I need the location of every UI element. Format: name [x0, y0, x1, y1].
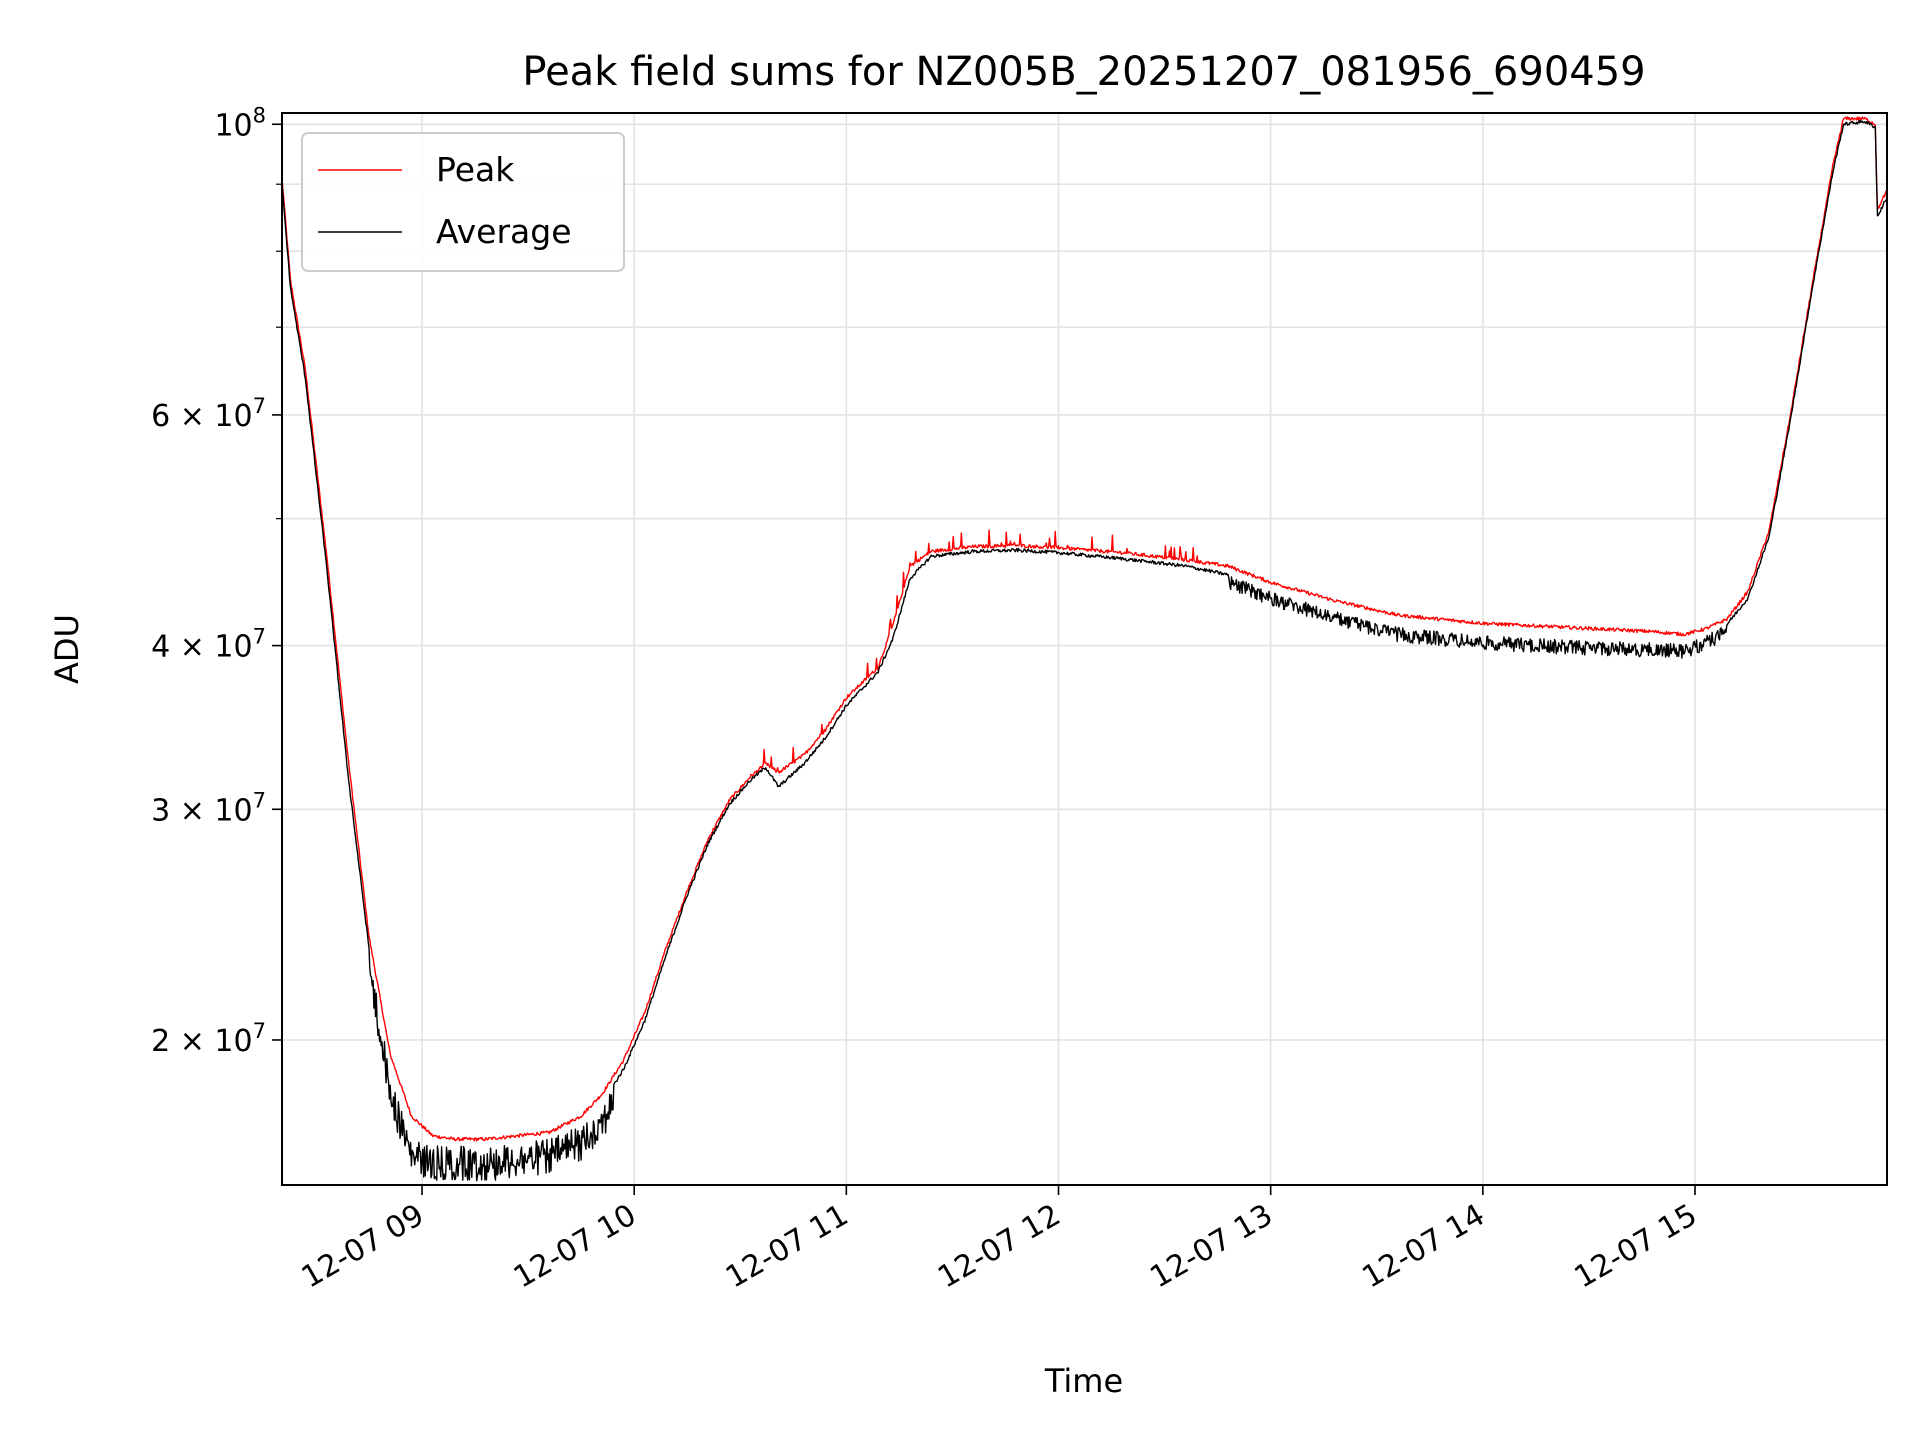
y-axis-title: ADU [48, 614, 86, 684]
y-tick-label: 3 × 107 [151, 788, 266, 828]
y-tick-label: 2 × 107 [151, 1019, 266, 1059]
y-axis: 2 × 107 3 × 107 4 × 107 6 × 107 108 [151, 103, 282, 1059]
y-tick-label: 6 × 107 [151, 394, 266, 434]
y-tick-label: 4 × 107 [151, 625, 266, 665]
chart-title: Peak field sums for NZ005B_20251207_0819… [522, 49, 1645, 95]
series-line-average [281, 119, 1888, 1182]
series-layer [281, 116, 1888, 1182]
x-tick-label: 12-07 13 [1144, 1198, 1278, 1296]
x-tick-label: 12-07 15 [1569, 1198, 1703, 1296]
series-line-peak [281, 116, 1888, 1142]
plot-frame [281, 112, 1888, 1186]
x-axis-title: Time [1044, 1362, 1123, 1400]
y-tick-label: 108 [214, 103, 266, 143]
legend-label-peak: Peak [436, 150, 515, 189]
x-tick-label: 12-07 14 [1357, 1198, 1491, 1296]
x-tick-label: 12-07 09 [296, 1198, 430, 1296]
legend: Peak Average [301, 132, 625, 272]
x-tick-label: 12-07 10 [508, 1198, 642, 1296]
legend-label-average: Average [436, 212, 572, 251]
x-tick-label: 12-07 12 [932, 1198, 1066, 1296]
legend-frame [301, 132, 625, 272]
x-axis: 12-07 09 12-07 10 12-07 11 12-07 12 12-07 13… [296, 1185, 1703, 1295]
x-tick-label: 12-07 11 [720, 1198, 854, 1296]
grid-layer [282, 113, 1887, 1185]
